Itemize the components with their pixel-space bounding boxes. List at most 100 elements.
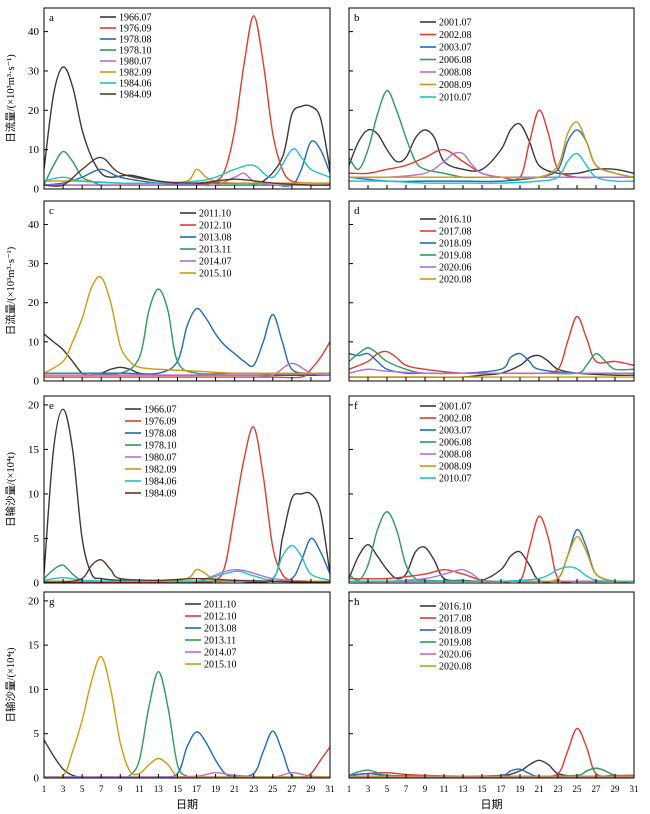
y-tick-label: 20	[28, 399, 40, 411]
panel-letter: b	[354, 12, 360, 24]
x-tick-label: 13	[459, 784, 469, 794]
x-tick-label: 25	[573, 784, 583, 794]
series-line-2015.10	[44, 655, 330, 778]
x-tick-label: 31	[630, 784, 639, 794]
x-tick-label: 9	[118, 784, 123, 794]
series-lines	[349, 511, 634, 583]
legend-entry: 2012.10	[204, 612, 237, 623]
x-tick-label: 29	[306, 784, 316, 794]
legend-entry: 2019.08	[439, 251, 472, 262]
legend-entry: 1980.07	[144, 453, 177, 464]
legend-entry: 2017.08	[439, 227, 472, 238]
series-line-2013.08	[44, 307, 330, 375]
legend-entry: 2020.06	[439, 650, 472, 661]
panel-c: 0 10 20 30 40 日流量/(×10³m³·s⁻¹) c 2011.102012.10…	[4, 200, 331, 388]
series-line-2013.08	[44, 730, 330, 778]
legend-entry: 2015.10	[199, 269, 232, 280]
legend: 2016.102017.082018.092019.082020.062020.…	[420, 602, 472, 673]
legend-entry: 1984.09	[119, 90, 152, 101]
legend: 2011.102012.102013.082013.112014.072015.…	[180, 209, 232, 280]
legend-entry: 2008.09	[439, 80, 472, 91]
series-line-2006.08	[349, 89, 634, 179]
series-line-2015.10	[44, 275, 330, 375]
series-line-2008.09	[349, 121, 634, 179]
x-tick-label: 23	[249, 784, 259, 794]
legend-entry: 2012.10	[199, 221, 232, 232]
x-tick-label: 31	[326, 784, 335, 794]
y-tick-label: 20	[28, 105, 40, 117]
x-tick-label: 5	[80, 784, 85, 794]
y-tick-label: 0	[34, 773, 40, 785]
panel-a: 0 10 20 30 40 日流量/(×10³m³·s⁻¹) a 1966.071976.09…	[4, 7, 331, 196]
series-line-1984.06	[44, 544, 330, 583]
legend-entry: 1984.06	[144, 477, 177, 488]
series-line-1976.09	[44, 426, 330, 583]
x-tick-label: 23	[554, 784, 564, 794]
y-tick-label: 0	[34, 184, 40, 196]
series-line-1976.09	[44, 15, 330, 187]
series-line-2014.07	[44, 362, 330, 377]
y-tick-label: 20	[28, 595, 40, 607]
panel-g: 1 3 5 7 9 11 13 15 17 19 21 23 25 27 29 31日期05101520日输沙…	[4, 591, 335, 811]
plot-frame	[348, 7, 635, 190]
series-line-1984.06	[44, 148, 330, 185]
x-tick-label: 1	[42, 784, 47, 794]
legend-entry: 2020.06	[439, 263, 472, 274]
legend-entry: 2003.07	[439, 426, 472, 437]
panel-letter: d	[354, 205, 360, 217]
series-line-2002.08	[349, 515, 634, 583]
x-tick-label: 3	[366, 784, 371, 794]
x-tick-label: 13	[154, 784, 164, 794]
plot-frame	[348, 591, 635, 779]
plot-frame	[348, 200, 635, 382]
series-line-2020.06	[349, 368, 634, 375]
legend-entry: 1976.09	[119, 24, 152, 35]
y-tick-label: 10	[28, 336, 40, 348]
series-lines	[349, 315, 634, 378]
series-line-2003.07	[349, 528, 634, 583]
x-tick-label: 1	[347, 784, 352, 794]
panel-letter: e	[49, 400, 54, 412]
x-tick-label: 7	[99, 784, 104, 794]
x-axis-label: 日期	[176, 798, 198, 811]
plot-frame	[43, 200, 331, 382]
legend-entry: 2013.08	[204, 624, 237, 635]
series-lines	[349, 727, 634, 778]
series-line-2010.07	[349, 152, 634, 184]
legend: 1966.071976.091978.081978.101980.071982.…	[125, 405, 177, 500]
y-tick-label: 5	[34, 728, 40, 740]
legend-entry: 2016.10	[439, 602, 472, 613]
plot-frame	[43, 395, 331, 584]
legend: 2011.102012.102013.082013.112014.072015.…	[185, 600, 237, 671]
legend-entry: 1976.09	[144, 417, 177, 428]
legend-entry: 2016.10	[439, 215, 472, 226]
panel-f: f 2001.072002.082003.072006.082008.082008…	[348, 395, 635, 584]
x-tick-label: 19	[211, 784, 221, 794]
legend-entry: 2013.11	[199, 245, 231, 256]
y-axis-label: 日流量/(×10³m³·s⁻¹)	[4, 246, 17, 335]
y-tick-label: 20	[28, 297, 40, 309]
x-tick-label: 17	[497, 784, 507, 794]
legend-entry: 2011.10	[204, 600, 236, 611]
y-axis-label: 日流量/(×10³m³·s⁻¹)	[4, 54, 17, 143]
x-tick-label: 15	[173, 784, 183, 794]
series-line-2006.08	[349, 511, 634, 582]
x-tick-label: 21	[230, 784, 239, 794]
y-tick-label: 10	[28, 684, 40, 696]
legend-entry: 2017.08	[439, 614, 472, 625]
series-line-2008.08	[349, 151, 634, 179]
y-tick-label: 0	[34, 376, 40, 388]
series-line-2011.10	[44, 333, 330, 376]
legend: 1966.071976.091978.081978.101980.071982.…	[100, 13, 152, 101]
series-line-1966.07	[44, 408, 330, 583]
series-line-2001.07	[349, 122, 634, 175]
x-tick-label: 15	[478, 784, 488, 794]
legend-entry: 2001.07	[439, 402, 472, 413]
x-axis-label: 日期	[481, 798, 503, 811]
x-tick-label: 9	[423, 784, 428, 794]
x-tick-label: 7	[404, 784, 409, 794]
series-line-2013.11	[44, 671, 330, 778]
legend-entry: 1984.06	[119, 79, 152, 90]
